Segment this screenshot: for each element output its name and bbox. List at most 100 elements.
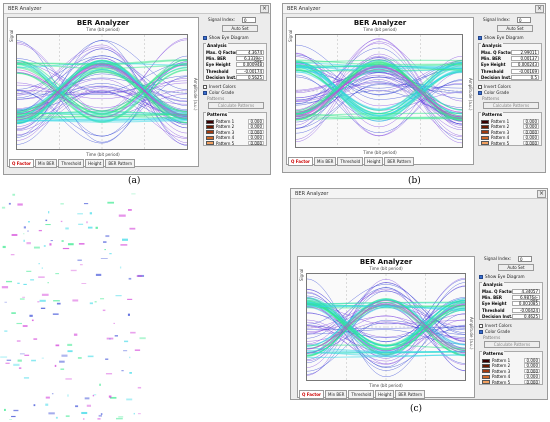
eye-plot-area: BER Analyzer Time (bit period) Signal Am… — [286, 17, 474, 166]
tab-strip: Q Factor Min BER Threshold Height BER Patter… — [288, 157, 415, 166]
pattern-row[interactable]: Pattern 5 0.000 — [206, 140, 264, 146]
tab-min-ber[interactable]: Min BER — [325, 390, 348, 399]
analysis-value: 2.99011 — [511, 50, 539, 55]
noise-speck — [120, 244, 128, 246]
pattern-row[interactable]: Pattern 2 0.000 — [482, 363, 540, 368]
pattern-row[interactable]: Pattern 3 0.000 — [482, 368, 540, 374]
x-axis-bottom-label: Time (bit period) — [363, 150, 397, 155]
analysis-key: Min. BER — [482, 295, 502, 301]
tab-ber-pattern[interactable]: BER Pattern — [395, 390, 426, 399]
noise-speck — [106, 337, 114, 340]
color-grade-label: Color Grade — [484, 90, 510, 95]
window-title: BER Analyzer — [287, 6, 321, 12]
pattern-row[interactable]: Pattern 2 0.000 — [206, 124, 264, 129]
tab-height[interactable]: Height — [85, 159, 105, 168]
tab-ber-pattern[interactable]: BER Pattern — [384, 157, 415, 166]
noise-speck — [127, 313, 130, 316]
noise-speck — [33, 338, 38, 340]
tab-q-factor[interactable]: Q Factor — [299, 390, 324, 399]
patterns-title: Patterns — [206, 112, 229, 117]
pattern-value: 0.000 — [522, 124, 539, 129]
tab-threshold[interactable]: Threshold — [337, 157, 364, 166]
auto-set-button[interactable]: Auto Set — [222, 25, 258, 32]
noise-speck — [41, 293, 49, 296]
noise-speck — [47, 282, 49, 284]
auto-set-button[interactable]: Auto Set — [498, 264, 534, 271]
pattern-row[interactable]: Pattern 1 0.000 — [482, 358, 540, 363]
analysis-value: 0.5625 — [236, 74, 264, 80]
pattern-row[interactable]: Pattern 1 0.000 — [481, 119, 539, 124]
noise-speck — [61, 240, 64, 242]
close-button[interactable]: × — [535, 5, 544, 13]
noise-speck — [98, 414, 102, 417]
invert-colors-checkbox[interactable]: Invert Colors — [203, 84, 236, 89]
noise-speck — [103, 241, 107, 243]
tab-min-ber[interactable]: Min BER — [35, 159, 58, 168]
noise-speck — [4, 301, 7, 303]
pattern-value: 0.000 — [523, 374, 540, 379]
analysis-value: 0.001085 — [512, 301, 540, 307]
pattern-row[interactable]: Pattern 5 0.000 — [482, 379, 540, 385]
pattern-row[interactable]: Pattern 3 0.000 — [481, 129, 539, 135]
eye-trace — [17, 66, 187, 120]
eye-trace — [307, 321, 465, 342]
tab-threshold[interactable]: Threshold — [58, 159, 85, 168]
window-title-bar[interactable]: BER Analyzer × — [4, 4, 270, 14]
pattern-row[interactable]: Pattern 4 0.000 — [481, 135, 539, 140]
signal-index-field[interactable]: 0 — [518, 256, 532, 262]
analysis-value: -0.00174 — [236, 68, 264, 74]
noise-speck — [50, 240, 53, 242]
close-button[interactable]: × — [260, 5, 269, 13]
noise-speck — [2, 245, 6, 249]
pattern-label: Pattern 2 — [491, 124, 510, 130]
noise-speck — [45, 396, 50, 399]
noise-speck — [67, 343, 73, 346]
signal-index-field[interactable]: 0 — [517, 17, 531, 23]
tab-threshold[interactable]: Threshold — [348, 390, 375, 399]
color-grade-checkbox[interactable]: Color Grade — [203, 90, 234, 95]
close-button[interactable]: × — [537, 190, 546, 198]
noise-speck — [70, 269, 77, 272]
calculate-patterns-button[interactable]: Calculate Patterns — [484, 341, 540, 348]
tab-height[interactable]: Height — [375, 390, 395, 399]
eye-trace — [307, 278, 465, 378]
pattern-value: 0.000 — [247, 124, 264, 129]
tab-q-factor[interactable]: Q Factor — [288, 157, 313, 166]
tab-height[interactable]: Height — [364, 157, 384, 166]
show-eye-checkbox[interactable]: Show Eye Diagram — [479, 274, 525, 279]
show-eye-checkbox[interactable]: Show Eye Diagram — [203, 35, 249, 40]
noise-speck — [77, 213, 83, 215]
eye-trace — [307, 302, 465, 350]
tab-q-factor[interactable]: Q Factor — [9, 159, 34, 168]
invert-colors-checkbox[interactable]: Invert Colors — [479, 323, 512, 328]
window-title-bar[interactable]: BER Analyzer × — [283, 4, 545, 14]
window-title-bar[interactable]: BER Analyzer × — [291, 189, 547, 199]
calculate-patterns-button[interactable]: Calculate Patterns — [483, 102, 539, 109]
eye-trace — [17, 66, 187, 116]
show-eye-checkbox[interactable]: Show Eye Diagram — [478, 35, 524, 40]
checkbox-icon — [478, 36, 482, 40]
eye-trace — [307, 351, 465, 354]
caption-b: (b) — [408, 176, 421, 186]
analysis-group: Analysis Max. Q Factor 2.99011 Min. BER 0.0… — [478, 43, 542, 81]
calculate-patterns-button[interactable]: Calculate Patterns — [208, 102, 264, 109]
eye-trace — [17, 90, 187, 139]
pattern-row[interactable]: Pattern 4 0.000 — [206, 135, 264, 140]
pattern-row[interactable]: Pattern 2 0.000 — [481, 124, 539, 129]
analysis-row: Eye Height 0.001085 — [482, 301, 540, 307]
tab-ber-pattern[interactable]: BER Pattern — [105, 159, 136, 168]
signal-index-field[interactable]: 0 — [242, 17, 256, 23]
invert-colors-checkbox[interactable]: Invert Colors — [478, 84, 511, 89]
tab-min-ber[interactable]: Min BER — [314, 157, 337, 166]
pattern-row[interactable]: Pattern 1 0.000 — [206, 119, 264, 124]
eye-trace — [307, 301, 465, 305]
noise-speck — [84, 397, 90, 400]
pattern-label: Pattern 4 — [492, 374, 511, 380]
eye-trace — [17, 62, 187, 68]
color-grade-checkbox[interactable]: Color Grade — [478, 90, 509, 95]
pattern-row[interactable]: Pattern 3 0.000 — [206, 129, 264, 135]
color-grade-checkbox[interactable]: Color Grade — [479, 329, 510, 334]
pattern-row[interactable]: Pattern 4 0.000 — [482, 374, 540, 379]
auto-set-button[interactable]: Auto Set — [497, 25, 533, 32]
pattern-row[interactable]: Pattern 5 0.000 — [481, 140, 539, 146]
